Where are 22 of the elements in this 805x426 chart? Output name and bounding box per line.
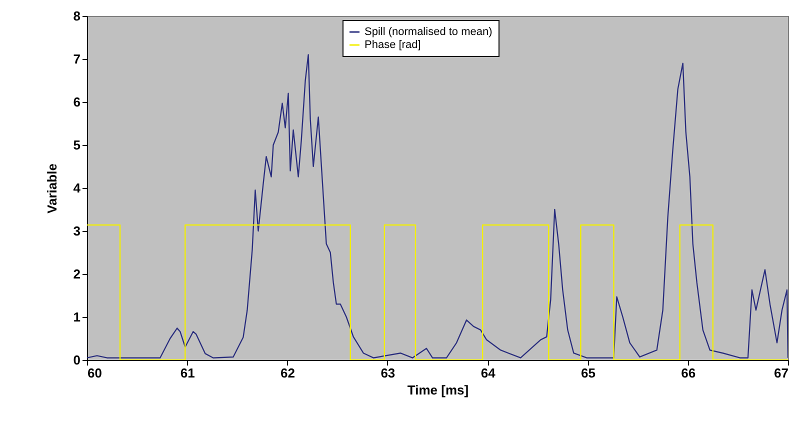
x-axis-title: Time [ms]: [407, 382, 469, 398]
y-tick-label: 7: [73, 52, 80, 66]
y-tick-label: 2: [73, 266, 80, 282]
x-tick-label: 66: [681, 366, 696, 380]
y-tick-label: 6: [73, 94, 80, 110]
legend-label: Phase [rad]: [364, 39, 421, 51]
x-tick-label: 61: [180, 366, 195, 380]
y-tick-label: 0: [73, 352, 80, 368]
legend-label: Spill (normalised to mean): [364, 26, 492, 38]
y-tick-label: 3: [73, 224, 80, 238]
x-tick-label: 65: [580, 366, 596, 380]
x-tick-label: 64: [480, 366, 496, 380]
y-axis-title: Variable: [44, 164, 60, 214]
y-tick-label: 4: [73, 180, 82, 196]
x-tick-label: 67: [774, 366, 788, 380]
y-tick-label: 1: [73, 310, 80, 324]
y-tick-label: 8: [73, 8, 80, 24]
x-tick-label: 60: [88, 366, 102, 380]
x-tick-label: 62: [280, 366, 296, 380]
y-tick-label: 5: [73, 138, 80, 152]
x-tick-label: 63: [380, 366, 396, 380]
line-series: [87, 54, 788, 358]
